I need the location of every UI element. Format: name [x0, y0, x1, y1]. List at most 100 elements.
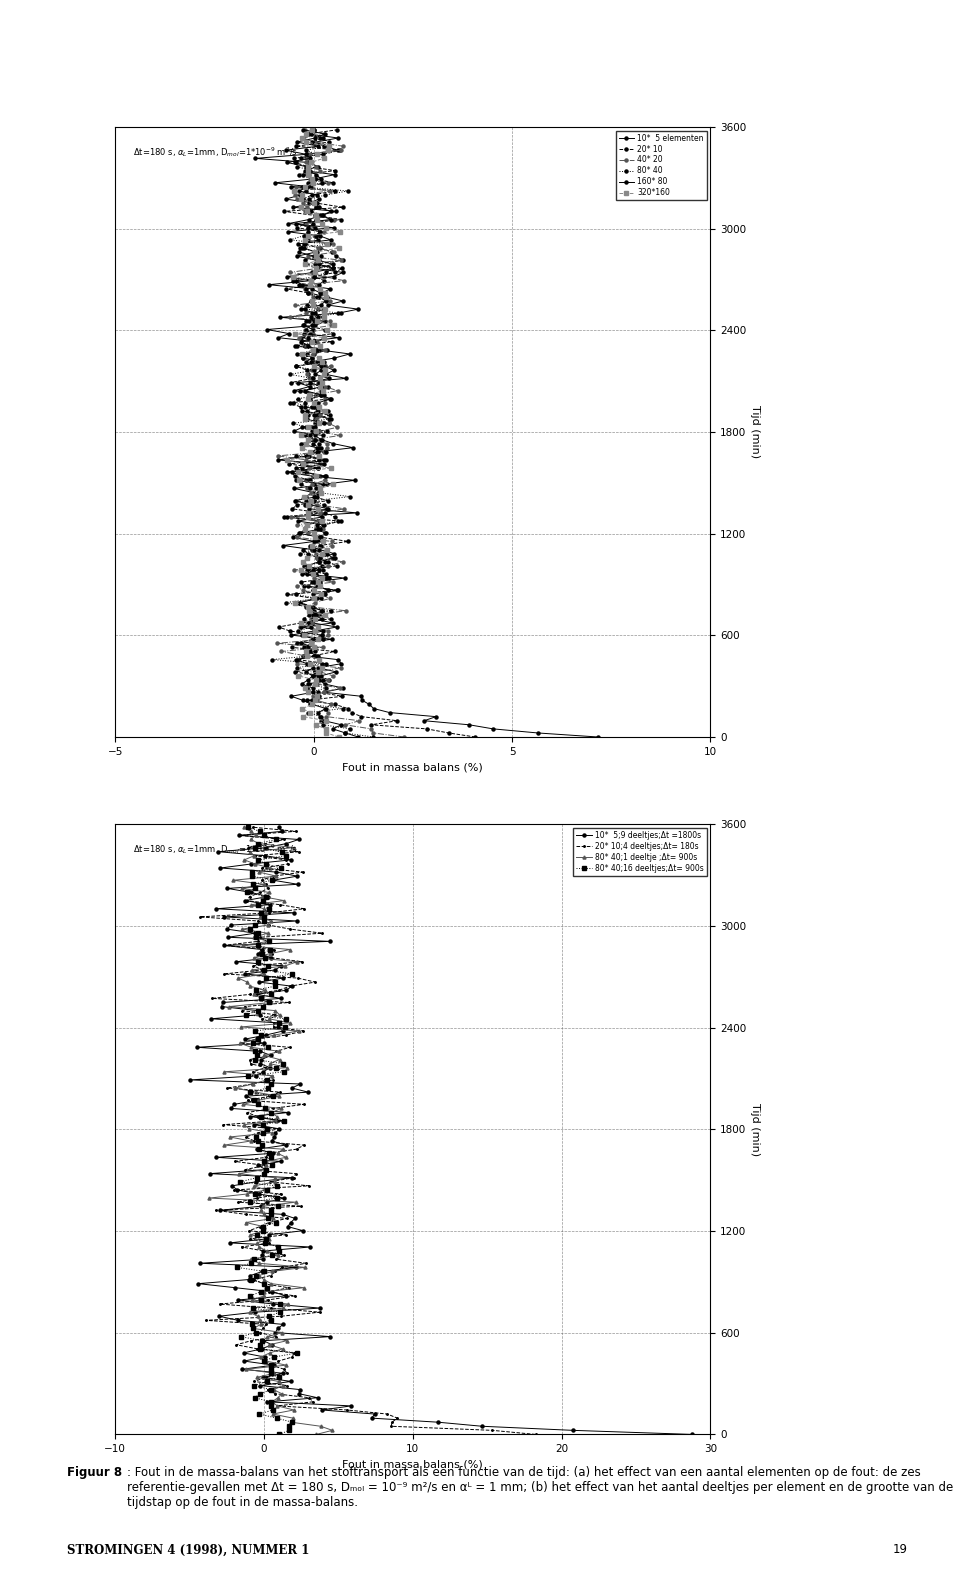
80* 40;1 deeltje ;Δt= 900s: [271, 1106, 282, 1125]
Line: 320*160: 320*160: [286, 128, 341, 739]
Line: 160* 80: 160* 80: [276, 128, 360, 739]
80* 40: [314, 528, 325, 547]
Text: $\Delta$t=180 s, $\alpha_L$=1mm, D$_{mol}$=1*10$^{-9}$ m$^2$/s: $\Delta$t=180 s, $\alpha_L$=1mm, D$_{mol…: [133, 146, 298, 158]
20* 10: [310, 227, 322, 246]
Text: : Fout in de massa-balans van het stoftransport als een functie van de tijd: (a): : Fout in de massa-balans van het stoftr…: [127, 1466, 953, 1509]
80* 40;16 deeltjes;Δt= 900s: [252, 924, 263, 943]
20* 10;4 deeltjes;Δt= 180s: [276, 1184, 287, 1203]
80* 40;16 deeltjes;Δt= 900s: [240, 1005, 252, 1024]
160* 80: [312, 307, 324, 327]
20* 10;4 deeltjes;Δt= 180s: [252, 1106, 263, 1125]
10*  5 elementen: [275, 307, 286, 327]
80* 40;16 deeltjes;Δt= 900s: [242, 818, 253, 837]
80* 40;1 deeltje ;Δt= 900s: [311, 1425, 323, 1444]
20* 10;4 deeltjes;Δt= 180s: [280, 1225, 292, 1244]
80* 40: [305, 307, 317, 327]
Line: 80* 40;16 deeltjes;Δt= 900s: 80* 40;16 deeltjes;Δt= 900s: [235, 826, 299, 1436]
20* 10;4 deeltjes;Δt= 180s: [317, 924, 328, 943]
10*  5 elementen: [314, 227, 325, 246]
80* 40;1 deeltje ;Δt= 900s: [241, 1184, 252, 1203]
80* 40;16 deeltjes;Δt= 900s: [250, 1184, 261, 1203]
Text: 19: 19: [893, 1544, 908, 1556]
20* 10: [309, 409, 321, 428]
320*160: [318, 307, 329, 327]
80* 40;1 deeltje ;Δt= 900s: [250, 1083, 261, 1102]
10*  5 elementen: [287, 528, 299, 547]
Text: $\Delta$t=180 s, $\alpha_L$=1mm, D$_{mol}$=1*10$^{-9}$ m$^2$/s: $\Delta$t=180 s, $\alpha_L$=1mm, D$_{mol…: [133, 843, 298, 856]
Text: STROMINGEN 4 (1998), NUMMER 1: STROMINGEN 4 (1998), NUMMER 1: [67, 1544, 309, 1556]
X-axis label: Fout in massa balans (%): Fout in massa balans (%): [343, 762, 483, 772]
40* 20: [291, 528, 302, 547]
20* 10: [308, 487, 320, 506]
80* 40: [368, 728, 379, 747]
320*160: [302, 227, 314, 246]
10*  5 elementen: [308, 120, 320, 139]
40* 20: [284, 307, 296, 327]
80* 40: [324, 409, 335, 428]
10*  5;9 deeltjes;Δt =1800s: [273, 818, 284, 837]
160* 80: [300, 409, 312, 428]
40* 20: [310, 385, 322, 404]
160* 80: [298, 120, 309, 139]
160* 80: [310, 227, 322, 246]
20* 10;4 deeltjes;Δt= 180s: [248, 818, 259, 837]
Legend: 10*  5 elementen, 20* 10, 40* 20, 80* 40, 160* 80, 320*160: 10* 5 elementen, 20* 10, 40* 20, 80* 40,…: [615, 130, 707, 200]
40* 20: [309, 227, 321, 246]
Line: 10*  5 elementen: 10* 5 elementen: [253, 128, 600, 739]
80* 40;1 deeltje ;Δt= 900s: [238, 818, 250, 837]
80* 40: [308, 120, 320, 139]
320*160: [299, 487, 310, 506]
20* 10: [316, 528, 327, 547]
10*  5;9 deeltjes;Δt =1800s: [686, 1425, 698, 1444]
10*  5;9 deeltjes;Δt =1800s: [250, 924, 261, 943]
80* 40;16 deeltjes;Δt= 900s: [252, 1225, 263, 1244]
160* 80: [311, 487, 323, 506]
10*  5;9 deeltjes;Δt =1800s: [254, 1005, 266, 1024]
80* 40;1 deeltje ;Δt= 900s: [245, 1225, 256, 1244]
Line: 10*  5;9 deeltjes;Δt =1800s: 10* 5;9 deeltjes;Δt =1800s: [189, 826, 694, 1436]
Line: 80* 40: 80* 40: [271, 128, 375, 739]
40* 20: [300, 487, 311, 506]
320*160: [300, 409, 311, 428]
20* 10;4 deeltjes;Δt= 180s: [270, 1005, 281, 1024]
320*160: [333, 728, 345, 747]
10*  5 elementen: [300, 487, 311, 506]
10*  5;9 deeltjes;Δt =1800s: [302, 1083, 314, 1102]
X-axis label: Fout in massa balans (%): Fout in massa balans (%): [343, 1460, 483, 1469]
10*  5 elementen: [592, 728, 604, 747]
80* 40;1 deeltje ;Δt= 900s: [262, 924, 274, 943]
80* 40: [298, 227, 309, 246]
320*160: [306, 120, 318, 139]
Line: 20* 10: 20* 10: [277, 128, 477, 739]
40* 20: [300, 120, 311, 139]
10*  5 elementen: [324, 409, 336, 428]
80* 40;16 deeltjes;Δt= 900s: [274, 1425, 285, 1444]
20* 10: [317, 307, 328, 327]
10*  5 elementen: [319, 385, 330, 404]
Text: Figuur 8: Figuur 8: [67, 1466, 122, 1479]
160* 80: [314, 528, 325, 547]
40* 20: [398, 728, 410, 747]
160* 80: [352, 728, 364, 747]
Line: 80* 40;1 deeltje ;Δt= 900s: 80* 40;1 deeltje ;Δt= 900s: [207, 826, 334, 1436]
Legend: 10*  5;9 deeltjes;Δt =1800s, 20* 10;4 deeltjes;Δt= 180s, 80* 40;1 deeltje ;Δt= 9: 10* 5;9 deeltjes;Δt =1800s, 20* 10;4 dee…: [573, 827, 707, 877]
40* 20: [310, 409, 322, 428]
10*  5;9 deeltjes;Δt =1800s: [263, 1225, 275, 1244]
20* 10;4 deeltjes;Δt= 180s: [274, 1083, 285, 1102]
80* 40;16 deeltjes;Δt= 900s: [255, 1106, 267, 1125]
20* 10: [304, 385, 316, 404]
80* 40: [315, 385, 326, 404]
20* 10: [331, 120, 343, 139]
Y-axis label: Tijd (min): Tijd (min): [751, 1103, 760, 1155]
20* 10: [469, 728, 481, 747]
20* 10;4 deeltjes;Δt= 180s: [530, 1425, 541, 1444]
80* 40: [345, 487, 356, 506]
80* 40;16 deeltjes;Δt= 900s: [244, 1083, 255, 1102]
Y-axis label: Tijd (min): Tijd (min): [751, 406, 760, 458]
320*160: [303, 385, 315, 404]
10*  5;9 deeltjes;Δt =1800s: [244, 1106, 255, 1125]
10*  5;9 deeltjes;Δt =1800s: [252, 1184, 264, 1203]
320*160: [309, 528, 321, 547]
Line: 40* 20: 40* 20: [276, 128, 406, 739]
80* 40;1 deeltje ;Δt= 900s: [274, 1005, 285, 1024]
